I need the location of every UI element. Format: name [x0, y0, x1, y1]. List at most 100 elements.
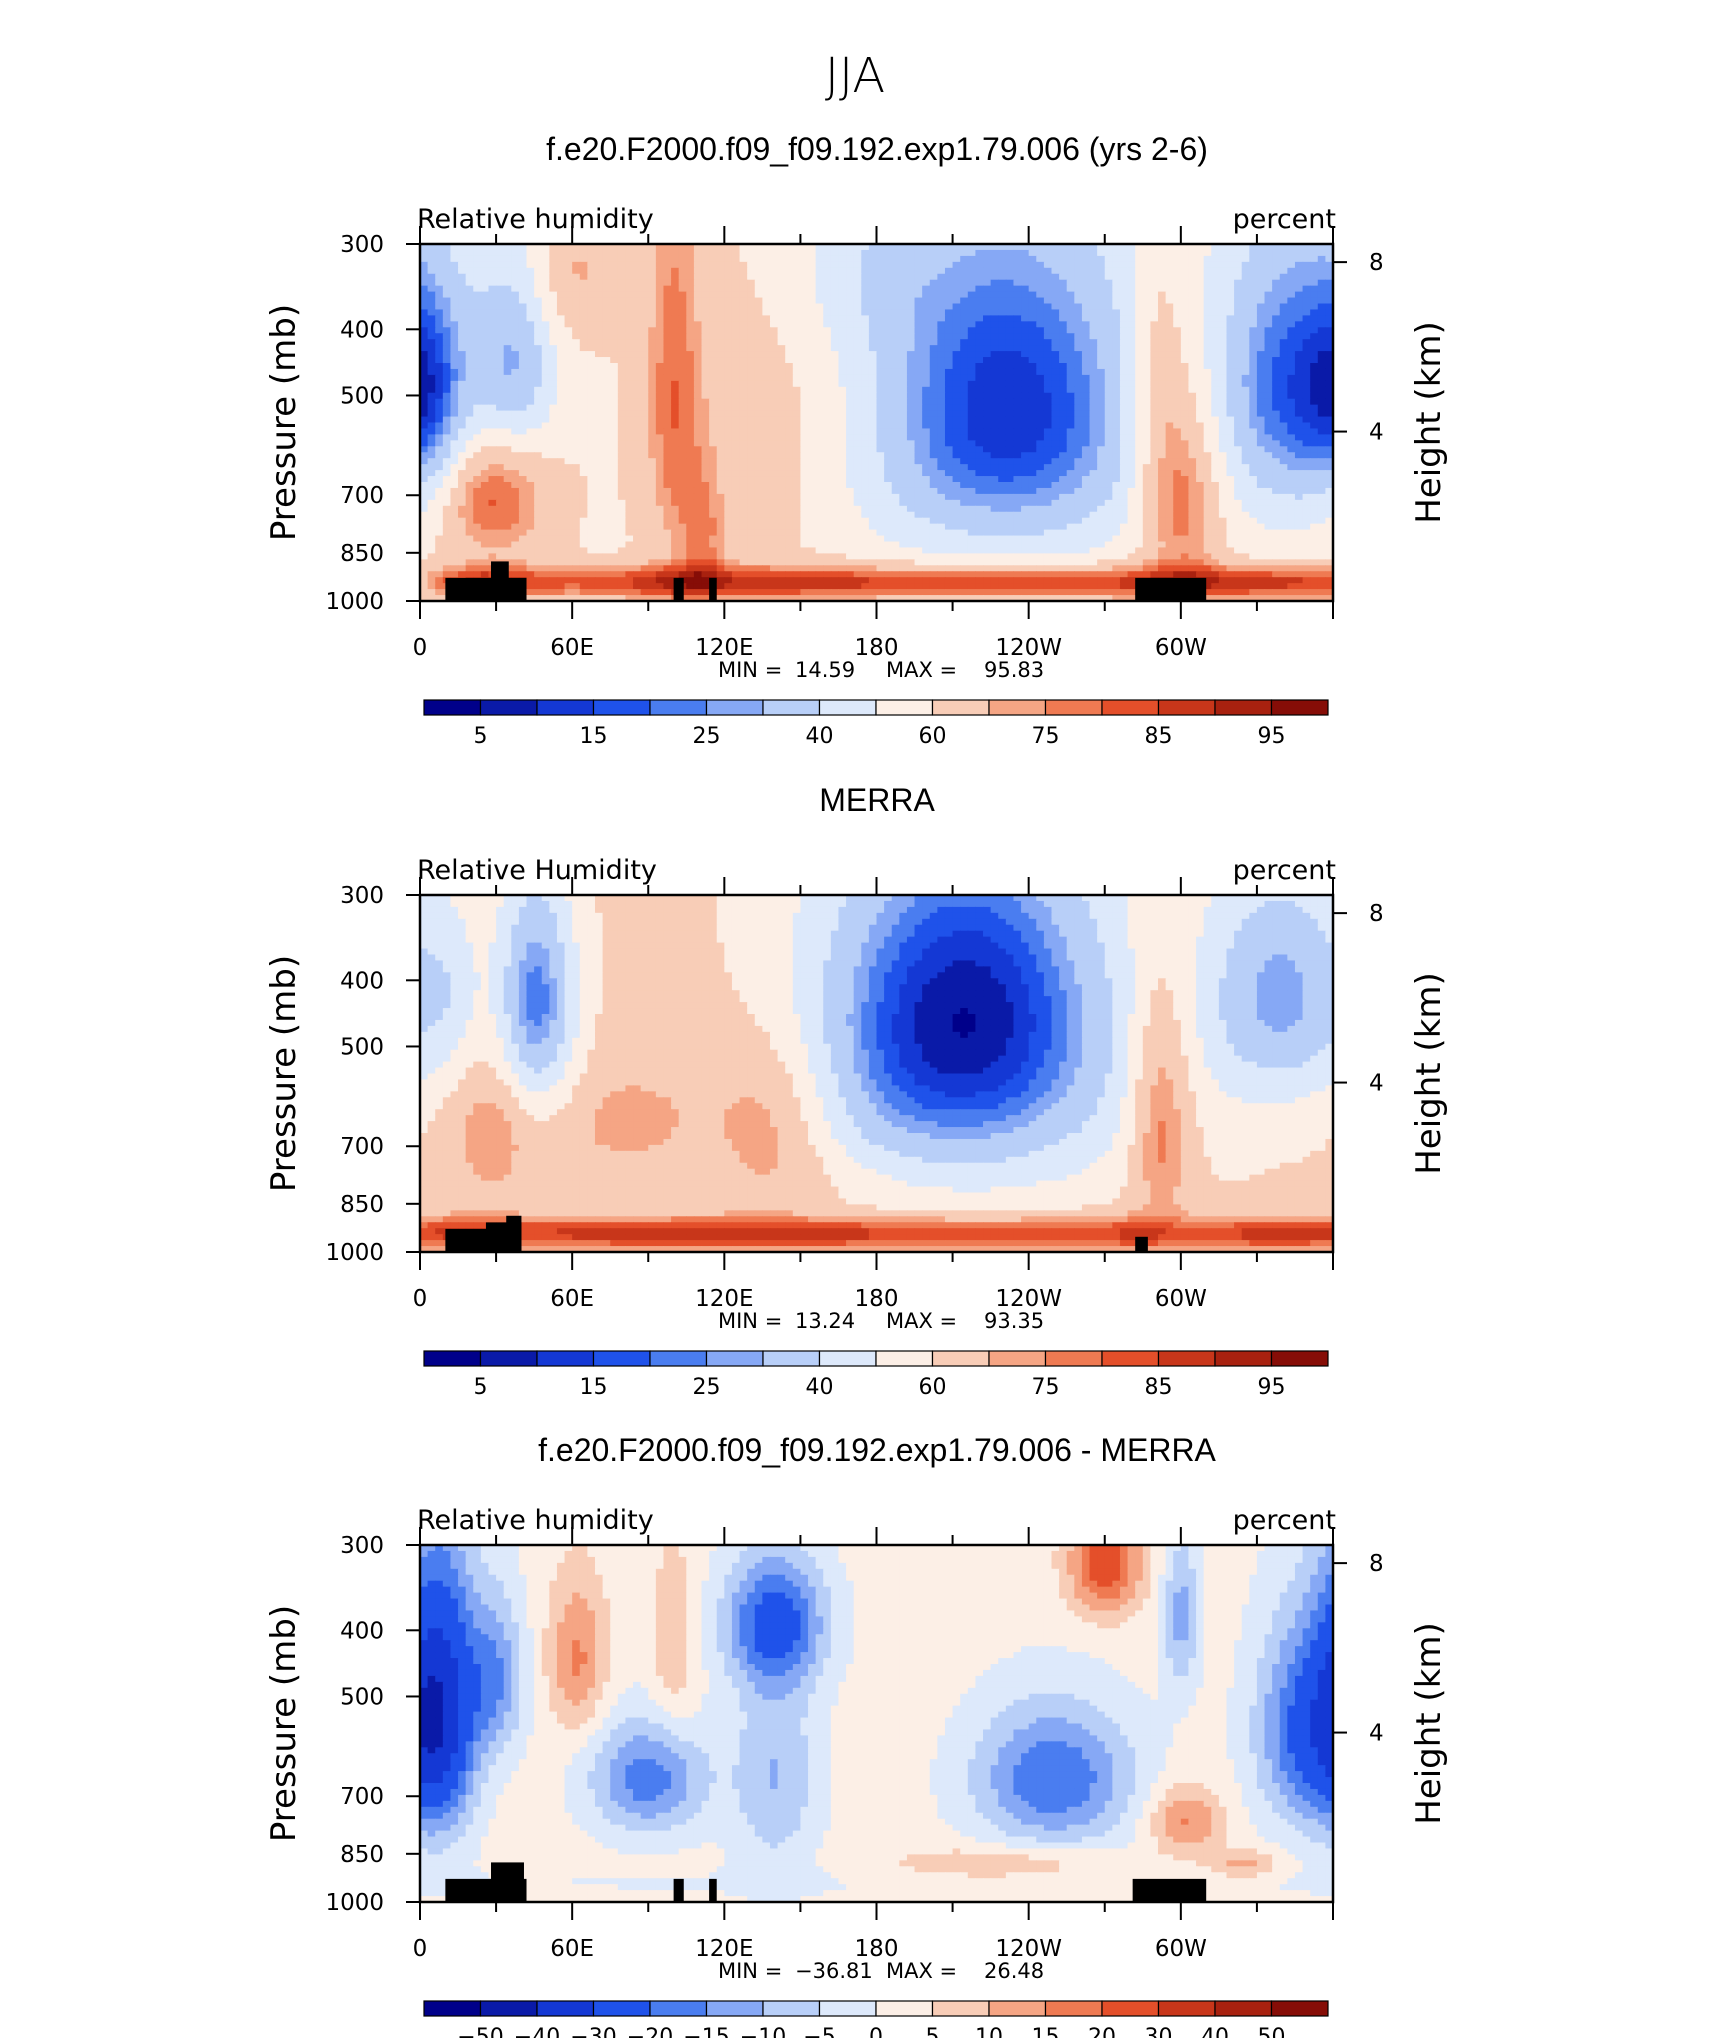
heatmap-cell	[1112, 375, 1120, 382]
heatmap-cell	[702, 428, 710, 435]
heatmap-cell	[488, 393, 496, 400]
heatmap-cell	[534, 387, 542, 394]
heatmap-cell	[922, 268, 930, 275]
heatmap-cell	[968, 434, 976, 441]
heatmap-cell	[991, 387, 999, 394]
heatmap-cell	[1265, 411, 1273, 418]
heatmap-cell	[732, 327, 740, 334]
heatmap-cell	[435, 423, 443, 430]
heatmap-cell	[1105, 452, 1113, 459]
heatmap-cell	[1249, 309, 1257, 316]
heatmap-cell	[1158, 387, 1166, 394]
heatmap-cell	[557, 428, 565, 435]
heatmap-cell	[953, 280, 961, 287]
heatmap-cell	[1128, 440, 1136, 447]
heatmap-cell	[663, 428, 671, 435]
heatmap-cell	[1120, 339, 1128, 346]
heatmap-cell	[603, 351, 611, 358]
heatmap-cell	[473, 381, 481, 388]
heatmap-cell	[466, 357, 474, 364]
heatmap-cell	[823, 375, 831, 382]
heatmap-cell	[1051, 309, 1059, 316]
heatmap-cell	[587, 357, 595, 364]
heatmap-cell	[1234, 298, 1242, 305]
heatmap-cell	[1234, 292, 1242, 299]
heatmap-cell	[899, 434, 907, 441]
heatmap-cell	[580, 345, 588, 352]
heatmap-cell	[953, 476, 961, 483]
heatmap-cell	[1158, 417, 1166, 424]
heatmap-cell	[1059, 464, 1067, 471]
heatmap-cell	[1059, 345, 1067, 352]
heatmap-cell	[785, 482, 793, 489]
heatmap-cell	[1249, 292, 1257, 299]
heatmap-cell	[1196, 351, 1204, 358]
heatmap-cell	[854, 387, 862, 394]
heatmap-cell	[686, 399, 694, 406]
heatmap-cell	[1196, 393, 1204, 400]
heatmap-cell	[656, 250, 664, 257]
heatmap-cell	[869, 256, 877, 263]
heatmap-cell	[945, 327, 953, 334]
heatmap-cell	[595, 262, 603, 269]
heatmap-cell	[595, 315, 603, 322]
heatmap-cell	[450, 268, 458, 275]
heatmap-cell	[747, 387, 755, 394]
heatmap-cell	[587, 333, 595, 340]
heatmap-cell	[534, 298, 542, 305]
heatmap-cell	[1166, 423, 1174, 430]
heatmap-cell	[747, 268, 755, 275]
heatmap-cell	[488, 423, 496, 430]
heatmap-cell	[618, 381, 626, 388]
heatmap-cell	[968, 417, 976, 424]
heatmap-cell	[899, 488, 907, 495]
heatmap-cell	[534, 423, 542, 430]
heatmap-cell	[1082, 286, 1090, 293]
heatmap-cell	[877, 286, 885, 293]
heatmap-cell	[1287, 309, 1295, 316]
heatmap-cell	[1143, 470, 1151, 477]
panel-title: f.e20.F2000.f09_f09.192.exp1.79.006 (yrs…	[546, 131, 1208, 167]
heatmap-cell	[511, 399, 519, 406]
heatmap-cell	[793, 393, 801, 400]
heatmap-cell	[945, 274, 953, 281]
heatmap-cell	[1188, 327, 1196, 334]
heatmap-cell	[443, 452, 451, 459]
heatmap-cell	[960, 411, 968, 418]
heatmap-cell	[800, 268, 808, 275]
heatmap-cell	[1181, 357, 1189, 364]
heatmap-cell	[1036, 321, 1044, 328]
heatmap-cell	[656, 482, 664, 489]
heatmap-cell	[869, 446, 877, 453]
heatmap-cell	[1029, 476, 1037, 483]
heatmap-cell	[922, 434, 930, 441]
heatmap-cell	[991, 333, 999, 340]
heatmap-cell	[1051, 434, 1059, 441]
heatmap-cell	[450, 399, 458, 406]
heatmap-cell	[709, 440, 717, 447]
heatmap-cell	[1188, 250, 1196, 257]
heatmap-cell	[953, 446, 961, 453]
heatmap-cell	[435, 256, 443, 263]
heatmap-cell	[610, 351, 618, 358]
heatmap-cell	[1226, 351, 1234, 358]
heatmap-cell	[1249, 387, 1257, 394]
heatmap-cell	[694, 298, 702, 305]
heatmap-cell	[435, 262, 443, 269]
heatmap-cell	[580, 262, 588, 269]
heatmap-cell	[747, 280, 755, 287]
heatmap-cell	[1166, 417, 1174, 424]
heatmap-cell	[496, 434, 504, 441]
heatmap-cell	[542, 363, 550, 370]
heatmap-cell	[930, 351, 938, 358]
heatmap-cell	[732, 315, 740, 322]
heatmap-cell	[869, 298, 877, 305]
heatmap-cell	[473, 417, 481, 424]
heatmap-cell	[603, 417, 611, 424]
heatmap-cell	[641, 357, 649, 364]
heatmap-cell	[686, 452, 694, 459]
heatmap-cell	[785, 423, 793, 430]
heatmap-cell	[937, 327, 945, 334]
heatmap-cell	[983, 309, 991, 316]
heatmap-cell	[481, 446, 489, 453]
